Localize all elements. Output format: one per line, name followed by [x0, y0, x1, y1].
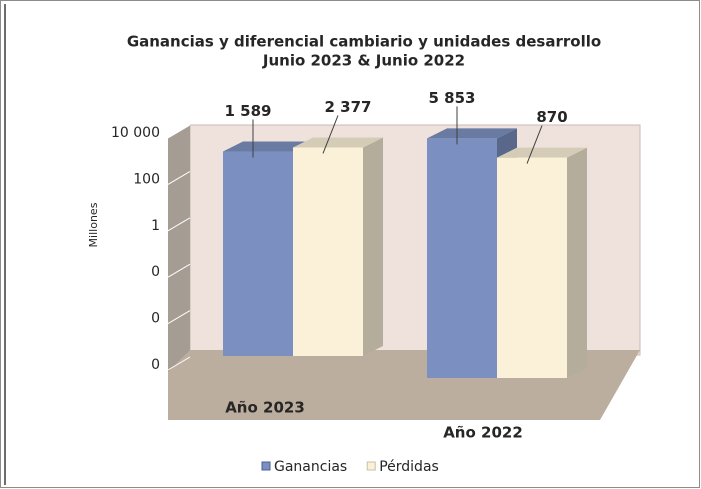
data-label: 2 377 — [325, 98, 372, 116]
grid-line — [167, 124, 191, 139]
side-wall — [168, 125, 190, 372]
grid-line — [167, 356, 191, 371]
bar-top — [223, 141, 313, 152]
y-tick-label: 0 — [151, 311, 160, 327]
leader-line — [322, 115, 339, 154]
y-tick-label: 0 — [151, 264, 160, 280]
bar — [497, 157, 567, 378]
legend-label: Ganancias — [274, 459, 347, 475]
data-label: 870 — [536, 108, 567, 126]
chart-title: Ganancias y diferencial cambiario y unid… — [127, 33, 601, 51]
legend-swatch — [366, 461, 376, 471]
bar-top — [293, 137, 383, 148]
grid-line — [167, 170, 191, 185]
y-tick-label: 1 — [151, 218, 160, 234]
y-axis-label: Millones — [87, 202, 100, 247]
left-edge — [4, 4, 6, 485]
legend-label: Pérdidas — [379, 459, 439, 475]
bar — [223, 151, 293, 356]
legend-swatch — [261, 461, 271, 471]
bar — [293, 147, 363, 356]
leader-line — [526, 125, 543, 164]
bar-side — [363, 137, 383, 356]
data-label: 1 589 — [225, 102, 272, 120]
chart-subtitle: Junio 2023 & Junio 2022 — [262, 52, 465, 70]
x-tick-label: Año 2022 — [443, 424, 523, 442]
y-tick-label: 100 — [133, 171, 160, 187]
bar-side — [567, 147, 587, 378]
bar-top — [497, 147, 587, 158]
data-label: 5 853 — [429, 89, 476, 107]
y-tick-label: 0 — [151, 357, 160, 373]
bar-top — [427, 128, 517, 139]
grid-line — [167, 310, 191, 325]
bar — [427, 138, 497, 378]
grid-line — [167, 263, 191, 278]
y-tick-label: 10 000 — [111, 125, 160, 141]
grid-line — [167, 217, 191, 232]
x-tick-label: Año 2023 — [225, 399, 305, 417]
